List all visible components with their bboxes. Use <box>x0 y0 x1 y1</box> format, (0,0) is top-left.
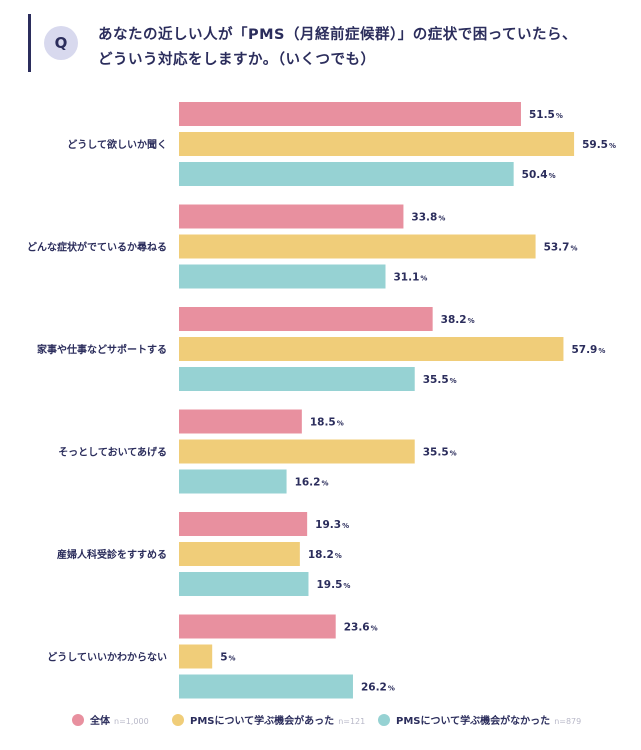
data-label: 33.8% <box>411 212 445 224</box>
bar-not-learned <box>179 674 353 699</box>
data-label: 18.5% <box>310 417 344 429</box>
data-label: 51.5% <box>529 109 563 121</box>
data-label: 5% <box>220 652 235 664</box>
data-label-unit: % <box>570 245 577 253</box>
legend-swatch <box>378 714 390 726</box>
bar-all <box>179 409 302 434</box>
question-header: Q あなたの近しい人が「PMS（月経前症候群）」の症状で困っていたら、 どういう… <box>28 14 628 80</box>
data-label-unit: % <box>598 347 605 355</box>
category-label: 産婦人科受診をすすめる <box>57 548 167 561</box>
legend-sample-size: n=1,000 <box>114 717 149 726</box>
category-label: どうしていいかわからない <box>47 651 167 664</box>
data-label: 35.5% <box>423 447 457 459</box>
bar-learned <box>179 439 415 464</box>
data-label: 38.2% <box>441 314 475 326</box>
legend-label: 全体 <box>90 716 110 727</box>
data-label: 31.1% <box>394 272 428 284</box>
data-label: 18.2% <box>308 549 342 561</box>
bar-all <box>179 512 308 536</box>
bar-all <box>179 614 336 639</box>
data-label-unit: % <box>342 522 349 530</box>
category-label: 家事や仕事などサポートする <box>37 343 167 356</box>
data-label-unit: % <box>388 685 395 693</box>
data-label-unit: % <box>321 480 328 488</box>
data-label-unit: % <box>468 317 475 325</box>
bar-learned <box>179 132 575 156</box>
data-label: 50.4% <box>522 169 556 181</box>
data-label-unit: % <box>556 112 563 120</box>
bar-not-learned <box>179 162 514 186</box>
data-label-unit: % <box>450 450 457 458</box>
bar-not-learned <box>179 264 386 289</box>
data-label-unit: % <box>609 142 616 150</box>
legend-sample-size: n=121 <box>338 717 366 726</box>
question-badge: Q <box>44 26 78 60</box>
bar-learned <box>179 644 213 669</box>
data-label-unit: % <box>420 275 427 283</box>
legend-swatch <box>172 714 184 726</box>
question-line-2: どういう対応をしますか。（いくつでも） <box>98 52 376 68</box>
legend-label: PMSについて学ぶ機会があった <box>190 716 335 727</box>
data-label: 53.7% <box>544 242 578 254</box>
legend-swatch <box>72 714 84 726</box>
data-label-unit: % <box>229 655 236 663</box>
data-label: 59.5% <box>582 139 616 151</box>
bar-all <box>179 204 404 229</box>
category-label: どんな症状がでているか尋ねる <box>27 241 167 254</box>
bar-learned <box>179 542 300 566</box>
data-label: 26.2% <box>361 682 395 694</box>
data-label: 16.2% <box>295 477 329 489</box>
chart-legend: 全体 n=1,000 PMSについて学ぶ機会があった n=121 PMSについて学ぶ… <box>60 710 620 730</box>
data-label: 35.5% <box>423 374 457 386</box>
data-label: 23.6% <box>344 622 378 634</box>
question-line-1: あなたの近しい人が「PMS（月経前症候群）」の症状で困っていたら、 <box>98 27 578 43</box>
legend-label: PMSについて学ぶ機会がなかった <box>396 716 551 727</box>
data-label-unit: % <box>337 420 344 428</box>
data-label: 19.3% <box>315 519 349 531</box>
data-label-unit: % <box>335 552 342 560</box>
bar-chart: どうして欲しいか聞く 51.5% 59.5% 50.4% どんな症状がでているか尋ねる 3… <box>27 102 616 699</box>
header-accent-bar <box>28 14 31 72</box>
bar-all <box>179 307 433 331</box>
data-label-unit: % <box>371 625 378 633</box>
data-label: 19.5% <box>316 579 350 591</box>
data-label-unit: % <box>438 215 445 223</box>
bar-all <box>179 102 521 126</box>
bar-learned <box>179 234 536 259</box>
data-label-unit: % <box>549 172 556 180</box>
category-label: そっとしておいてあげる <box>58 446 167 459</box>
bar-learned <box>179 337 564 361</box>
question-text: あなたの近しい人が「PMS（月経前症候群）」の症状で困っていたら、 どういう対応… <box>98 23 628 73</box>
data-label-unit: % <box>450 377 457 385</box>
bar-not-learned <box>179 367 415 391</box>
bar-not-learned <box>179 572 309 596</box>
data-label: 57.9% <box>571 344 605 356</box>
category-label: どうして欲しいか聞く <box>67 138 167 151</box>
data-label-unit: % <box>343 582 350 590</box>
bar-not-learned <box>179 469 287 494</box>
legend-sample-size: n=879 <box>554 717 582 726</box>
